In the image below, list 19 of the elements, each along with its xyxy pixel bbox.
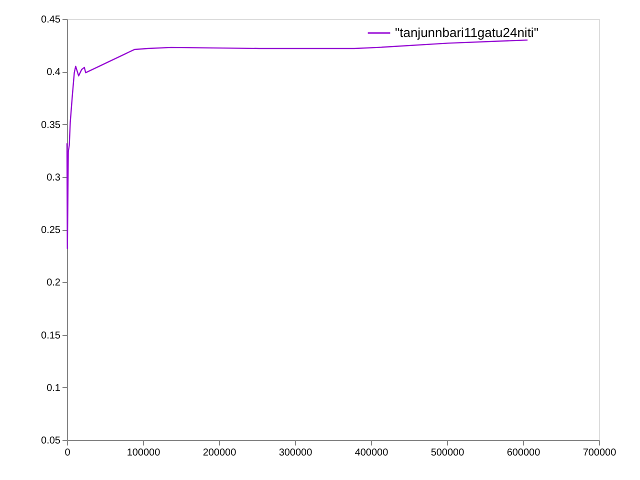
x-tick-label: 400000 (354, 448, 389, 458)
x-tick-label: 0 (64, 448, 71, 458)
x-tick-label: 300000 (278, 448, 313, 458)
y-tick-label: 0.15 (41, 330, 61, 342)
y-tick-label: 0.45 (41, 14, 61, 26)
x-tick-label: 500000 (430, 448, 465, 458)
x-tick-label: 200000 (202, 448, 237, 458)
line-series (66, 39, 528, 250)
y-tick-label: 0.25 (41, 225, 61, 236)
legend-label: "tanjunnbari11gatu24niti" (395, 25, 539, 40)
y-tick-label: 0.2 (46, 278, 61, 289)
x-tick-label: 600000 (506, 448, 541, 458)
y-tick-label: 0.05 (41, 436, 61, 446)
y-tick-label: 0.35 (41, 120, 61, 131)
y-tick-label: 0.1 (46, 382, 61, 394)
x-tick-label: 100000 (126, 448, 161, 458)
y-tick-label: 0.4 (46, 67, 61, 78)
y-tick-label: 0.3 (46, 172, 61, 184)
x-tick-label: 700000 (582, 448, 617, 458)
